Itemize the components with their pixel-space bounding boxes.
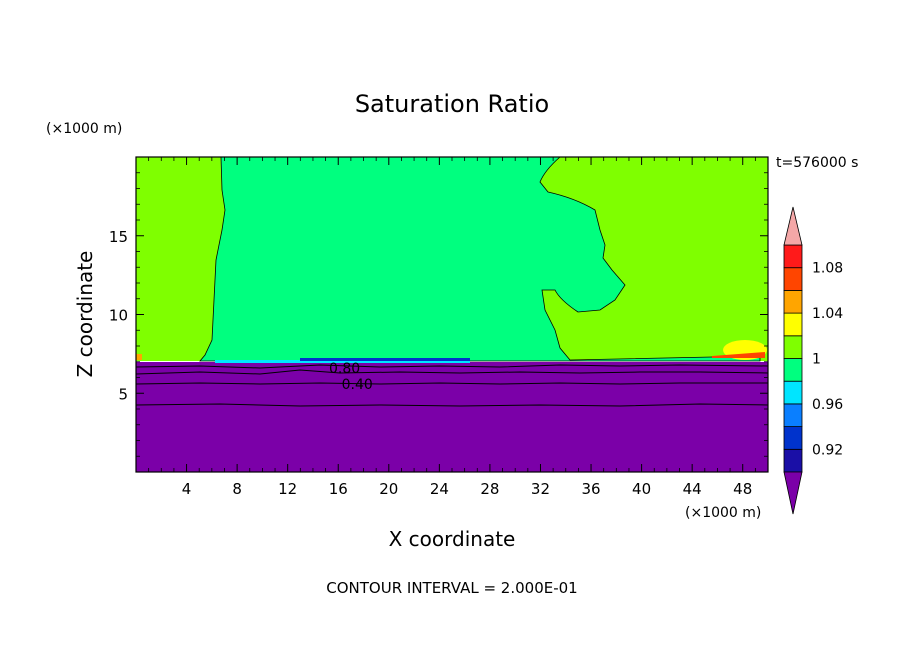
contour-line — [135, 382, 768, 385]
colorbar-segment — [783, 426, 803, 450]
x-tick-label: 20 — [379, 480, 398, 498]
contour-label: 0.40 — [342, 377, 373, 393]
contour-line — [135, 364, 769, 369]
x-tick-label: 24 — [430, 480, 449, 498]
y-unit-label: (×1000 m) — [46, 121, 122, 137]
chart-title: Saturation Ratio — [355, 90, 549, 118]
dry-layer-region — [136, 362, 768, 472]
colorbar-segment — [783, 244, 803, 269]
y-axis-label: Z coordinate — [73, 251, 97, 378]
contour-label: 0.80 — [329, 361, 360, 377]
colorbar-segment — [783, 312, 803, 337]
x-tick-label: 8 — [232, 480, 242, 498]
x-unit-label: (×1000 m) — [685, 505, 761, 521]
x-tick-label: 28 — [480, 480, 499, 498]
colorbar-label: 0.92 — [812, 442, 843, 458]
x-tick-label: 36 — [581, 480, 600, 498]
colorbar-label: 1.04 — [812, 306, 843, 322]
x-tick-label: 4 — [182, 480, 192, 498]
contour-labels: 0.800.40 — [329, 361, 373, 393]
y-tick-label: 15 — [109, 228, 128, 246]
x-axis: 4 8 12 16 20 24 28 32 36 40 44 48 — [148, 157, 756, 498]
colorbar-segment — [783, 358, 803, 382]
colorbar-label: 0.96 — [812, 397, 843, 413]
colorbar-segment — [783, 289, 803, 314]
blue-band — [300, 358, 470, 361]
saturated-region — [199, 156, 761, 362]
y-axis: 5 10 15 — [109, 172, 768, 457]
x-axis-label: X coordinate — [389, 527, 516, 551]
colorbar-segment — [783, 267, 803, 291]
colorbar-segment — [783, 335, 803, 359]
colorbar-label: 1.08 — [812, 261, 843, 277]
y-tick-label: 5 — [118, 385, 128, 403]
y-tick-label: 10 — [109, 307, 128, 325]
left-edge-orange — [136, 354, 142, 360]
colorbar-segment — [783, 380, 803, 405]
colorbar-min-arrow — [783, 471, 803, 515]
x-tick-label: 12 — [278, 480, 297, 498]
colorbar: 0.92 0.96 1 1.04 1.08 — [783, 206, 843, 515]
orange-band — [712, 352, 765, 358]
contour-line — [135, 369, 769, 375]
x-tick-label: 48 — [733, 480, 752, 498]
colorbar-label: 1 — [812, 352, 821, 368]
x-tick-label: 40 — [632, 480, 651, 498]
colorbar-segment — [783, 403, 803, 427]
x-tick-label: 44 — [683, 480, 702, 498]
time-label: t=576000 s — [776, 155, 858, 171]
colorbar-segment — [783, 448, 803, 473]
x-tick-label: 16 — [329, 480, 348, 498]
plot-area — [135, 156, 769, 473]
x-tick-label: 32 — [531, 480, 550, 498]
colorbar-max-arrow — [783, 206, 803, 246]
contour-interval-footer: CONTOUR INTERVAL = 2.000E-01 — [326, 579, 577, 597]
contour-line — [135, 403, 769, 407]
